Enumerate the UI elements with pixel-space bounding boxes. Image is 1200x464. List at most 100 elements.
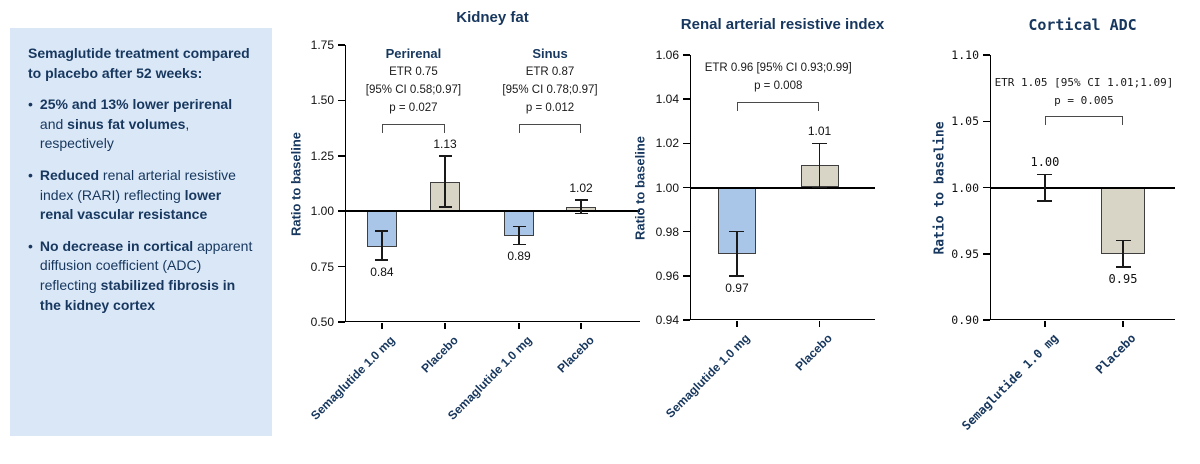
y-axis-tick [983, 54, 990, 56]
error-bar [518, 226, 520, 245]
summary-bullet: • No decrease in cortical apparent diffus… [28, 237, 254, 315]
y-tick-label: 1.02 [655, 136, 679, 151]
error-bar-cap-bottom [1115, 266, 1131, 268]
bullet-text: No decrease in cortical apparent diffusi… [40, 237, 254, 315]
chart-title: Cortical ADC [1028, 16, 1137, 34]
y-axis-tick [983, 186, 990, 189]
summary-heading: Semaglutide treatment compared to placeb… [28, 45, 250, 81]
x-tick-label: Semaglutide 1.0 mg [663, 331, 753, 421]
x-tick-label: Placebo [1093, 331, 1139, 377]
y-axis-tick [683, 186, 690, 189]
x-axis-tick [818, 321, 821, 327]
error-bar-cap-bottom [1037, 200, 1053, 202]
error-bar [1044, 174, 1046, 201]
x-axis-tick [381, 323, 383, 329]
error-bar-cap-bottom [812, 186, 827, 189]
error-bar [381, 231, 383, 260]
y-axis-tick [683, 319, 690, 321]
y-axis-tick [683, 54, 690, 56]
error-bar-cap-bottom [375, 259, 389, 261]
bar-value-label: 1.01 [807, 124, 832, 139]
bullet-text-segment: 25% and 13% lower perirenal [39, 96, 233, 113]
baseline-reference-line [990, 186, 1175, 189]
x-tick-label: Placebo [554, 333, 597, 376]
bar-value-label: 1.00 [1030, 155, 1060, 170]
x-axis-tick [736, 321, 738, 327]
y-axis-tick [338, 265, 345, 268]
bullet-text-segment: stabilized fibrosis in the kidney cortex [39, 276, 236, 313]
group-label: Perirenal [385, 46, 442, 61]
bullet-text: Reduced renal arterial resistive index (… [40, 166, 254, 225]
y-tick-label: 0.94 [655, 313, 679, 327]
y-axis-tick [338, 155, 345, 157]
y-axis-tick [338, 44, 345, 46]
comparison-annotation-line: ETR 1.05 [95% CI 1.01;1.09] [994, 76, 1174, 89]
error-bar-cap-top [812, 142, 827, 145]
bar-value-label: 0.95 [1108, 272, 1138, 286]
error-bar-cap-top [512, 225, 526, 228]
y-tick-label: 0.96 [655, 268, 679, 283]
x-tick-label: Placebo [792, 331, 836, 374]
chart-title: Renal arterial resistive index [680, 16, 885, 33]
y-tick-label: 1.06 [655, 48, 679, 62]
bullet-text-segment: and [39, 115, 68, 132]
chart-cortical-adc: Cortical ADC 0.90 0.95 1.00 1.05 1.10 Ratio to… [920, 0, 1200, 464]
comparison-annotation-line: ETR 0.96 [95% CI 0.93;0.99] [704, 62, 852, 74]
error-bar [736, 231, 738, 276]
y-tick-label: 0.90 [951, 313, 979, 327]
y-tick-label: 1.50 [310, 93, 334, 108]
bullet-text-segment: Reduced [39, 166, 100, 183]
bullet-marker: • [28, 237, 33, 254]
y-tick-label: 1.75 [310, 38, 334, 52]
bullet-text-segment: sinus fat volumes [67, 115, 186, 132]
bullet-text-segment: apparent diffusion coefficient (ADC) ref… [39, 237, 253, 293]
error-bar-cap-top [729, 230, 745, 233]
x-tick-label: Semaglutide 1.0 mg [958, 331, 1061, 433]
error-bar [580, 200, 582, 214]
bullet-marker: • [28, 166, 33, 183]
baseline-reference-line [690, 186, 875, 189]
baseline-reference-line [345, 210, 640, 213]
x-axis-tick [518, 323, 520, 329]
bullet-marker: • [28, 96, 33, 113]
error-bar [444, 155, 446, 207]
error-bar-cap-top [375, 230, 389, 232]
comparison-bracket [736, 102, 820, 111]
error-bar-cap-bottom [574, 212, 588, 215]
y-tick-label: 1.00 [655, 180, 679, 195]
x-axis-tick [1044, 321, 1046, 327]
summary-bullet: • Reduced renal arterial resistive index … [28, 166, 254, 225]
error-bar [1122, 240, 1124, 267]
error-bar-cap-top [574, 199, 588, 201]
chart-kidney-fat: Kidney fat 0.50 0.75 1.00 1.25 1.50 1.75 Ratio … [280, 0, 665, 464]
x-tick-label: Semaglutide 1.0 mg [308, 333, 398, 423]
error-bar-cap-top [438, 155, 452, 157]
group-label: Sinus [532, 46, 568, 61]
y-tick-label: 1.05 [951, 114, 979, 129]
y-tick-label: 0.98 [655, 224, 679, 239]
y-axis-tick [338, 321, 345, 323]
summary-bullet: • 25% and 13% lower perirenal and sinus f… [28, 95, 254, 154]
comparison-annotation-line: p = 0.027 [389, 102, 438, 114]
y-axis-tick [683, 275, 690, 277]
error-bar [818, 143, 821, 188]
y-axis-tick [683, 142, 690, 145]
y-axis-tick [683, 98, 690, 100]
error-bar-cap-bottom [729, 275, 745, 277]
plot-area [345, 45, 640, 322]
summary-panel: Semaglutide treatment compared to placeb… [10, 28, 272, 436]
summary-bullet-list: • 25% and 13% lower perirenal and sinus f… [28, 95, 254, 315]
y-tick-label: 1.00 [951, 180, 979, 195]
bullet-text-segment: , respectively [39, 115, 190, 152]
error-bar-cap-bottom [512, 243, 526, 246]
y-tick-label: 1.04 [655, 92, 679, 107]
comparison-annotation-line: p = 0.005 [1054, 94, 1114, 107]
y-axis-tick [338, 99, 345, 102]
error-bar-cap-bottom [438, 206, 452, 208]
comparison-bracket [381, 124, 445, 133]
y-tick-label: 1.25 [310, 148, 334, 163]
error-bar-cap-top [1115, 239, 1131, 242]
x-axis-tick [444, 323, 446, 329]
y-tick-label: 1.10 [951, 48, 979, 62]
comparison-annotation-line: ETR 0.75 [389, 66, 438, 78]
